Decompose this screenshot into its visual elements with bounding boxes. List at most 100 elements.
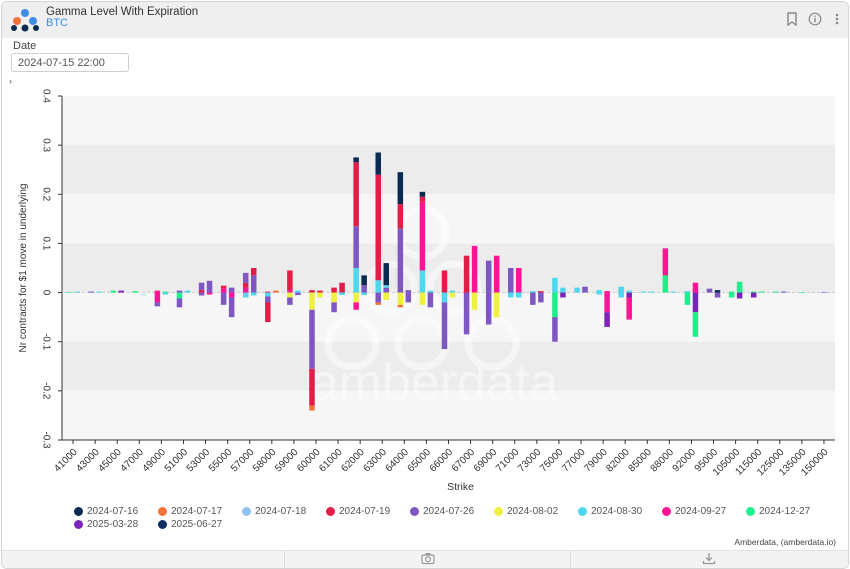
bar-segment[interactable] [419,196,426,202]
legend-item[interactable]: 2025-06-27 [158,518,222,531]
bar-segment[interactable] [758,291,765,293]
bar-segment[interactable] [662,248,669,276]
legend-item[interactable]: 2024-07-19 [326,505,390,518]
legend-item[interactable]: 2025-03-28 [74,518,138,531]
bar-segment[interactable] [353,226,359,268]
bar-segment[interactable] [184,290,191,293]
bar-segment[interactable] [220,292,227,305]
bar-segment[interactable] [361,292,367,296]
bar-segment[interactable] [309,405,315,411]
bar-segment[interactable] [773,291,779,293]
bar-segment[interactable] [419,191,426,197]
bar-segment[interactable] [728,292,735,298]
bar-segment[interactable] [74,291,80,293]
bar-segment[interactable] [626,290,632,293]
bar-segment[interactable] [331,287,337,293]
bar-segment[interactable] [640,291,647,293]
bar-segment[interactable] [485,292,492,325]
bar-segment[interactable] [692,282,699,293]
bar-segment[interactable] [397,228,404,293]
bar-segment[interactable] [706,288,713,293]
bar-segment[interactable] [516,268,522,293]
bar-segment[interactable] [449,292,456,298]
legend-item[interactable]: 2024-07-16 [74,505,138,518]
bar-segment[interactable] [397,292,404,305]
bar-segment[interactable] [265,296,271,303]
bar-segment[interactable] [287,290,293,293]
bar-segment[interactable] [383,292,389,300]
bar-segment[interactable] [493,255,500,293]
bar-segment[interactable] [265,291,271,293]
bar-segment[interactable] [397,204,404,229]
bar-segment[interactable] [552,317,558,342]
bar-segment[interactable] [375,280,381,293]
bar-segment[interactable] [361,285,367,293]
bar-segment[interactable] [670,291,677,293]
bar-segment[interactable] [154,302,161,307]
bar-segment[interactable] [530,291,536,293]
bar-segment[interactable] [198,290,205,293]
bar-segment[interactable] [419,201,426,271]
bar-segment[interactable] [728,291,735,293]
bar-segment[interactable] [427,292,434,308]
bar-segment[interactable] [242,282,249,288]
bar-segment[interactable] [574,287,580,293]
bar-segment[interactable] [295,290,301,293]
bar-segment[interactable] [538,291,544,293]
bar-segment[interactable] [118,290,124,293]
bar-segment[interactable] [353,268,359,293]
bar-segment[interactable] [265,302,271,323]
bar-segment[interactable] [198,292,205,296]
bar-segment[interactable] [692,292,699,313]
bar-segment[interactable] [242,292,249,298]
bar-segment[interactable] [419,270,426,293]
bar-segment[interactable] [508,268,514,293]
bar-segment[interactable] [618,286,624,293]
bar-segment[interactable] [821,292,827,293]
bar-segment[interactable] [295,292,301,296]
bar-segment[interactable] [714,290,721,293]
bar-segment[interactable] [162,291,169,293]
bar-segment[interactable] [162,292,169,295]
bar-segment[interactable] [273,290,279,293]
bar-segment[interactable] [309,292,315,310]
bar-segment[interactable] [560,292,566,298]
legend-item[interactable]: 2024-09-27 [662,505,726,518]
bar-segment[interactable] [331,302,337,313]
bar-segment[interactable] [508,292,514,298]
bar-segment[interactable] [220,288,227,293]
bar-segment[interactable] [750,292,757,298]
bar-segment[interactable] [220,285,227,289]
bar-segment[interactable] [684,292,691,305]
bar-segment[interactable] [140,294,147,296]
bar-segment[interactable] [471,245,478,293]
bar-segment[interactable] [397,304,404,308]
bar-segment[interactable] [242,287,249,293]
bar-segment[interactable] [339,282,345,293]
bar-segment[interactable] [560,287,566,293]
bar-segment[interactable] [471,292,478,310]
bar-segment[interactable] [714,292,721,298]
bar-segment[interactable] [596,290,602,293]
bar-segment[interactable] [198,282,205,291]
bar-segment[interactable] [176,298,183,308]
bar-segment[interactable] [317,292,323,298]
bar-segment[interactable] [383,287,389,293]
bar-segment[interactable] [353,157,359,163]
bar-segment[interactable] [228,297,235,318]
bar-segment[interactable] [648,291,655,293]
bar-segment[interactable] [449,290,456,293]
bar-segment[interactable] [309,290,315,293]
bar-segment[interactable] [317,290,323,293]
bar-segment[interactable] [88,291,94,293]
bookmark-icon[interactable] [785,12,799,27]
bar-segment[interactable] [353,292,359,303]
legend-item[interactable]: 2024-08-02 [494,505,558,518]
expand-chevron-icon[interactable]: › [9,76,12,86]
bar-segment[interactable] [552,277,558,293]
bar-segment[interactable] [626,297,632,320]
bar-segment[interactable] [516,292,522,298]
bar-segment[interactable] [799,292,805,293]
bar-segment[interactable] [228,292,235,298]
bar-segment[interactable] [604,292,610,313]
